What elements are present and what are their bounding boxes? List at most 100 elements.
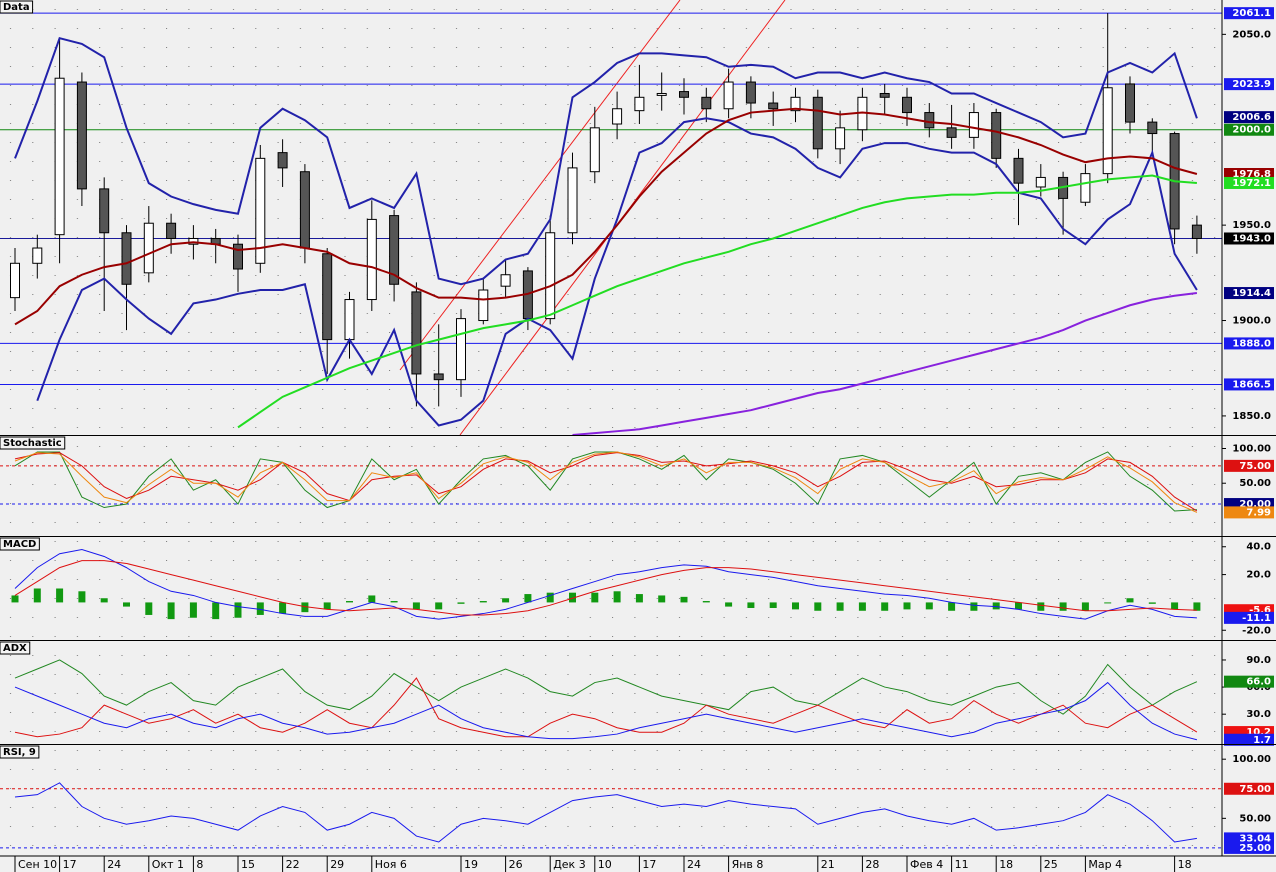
level-marker-label: 1972.1 <box>1232 178 1271 189</box>
histogram-bar <box>256 602 264 615</box>
level-marker-label: -11.1 <box>1242 613 1271 624</box>
histogram-bar <box>1171 602 1179 610</box>
histogram-bar <box>680 596 688 603</box>
candle-body <box>366 218 377 301</box>
histogram-bar <box>435 602 443 610</box>
x-tick-label: 21 <box>821 858 835 871</box>
level-marker-label: 66.0 <box>1246 677 1271 688</box>
level-marker <box>1224 841 1274 854</box>
x-tick-label: 18 <box>1178 858 1192 871</box>
x-tick-label: Окт 1 <box>152 858 184 871</box>
y-tick-label: 30.0 <box>1246 709 1271 720</box>
panel-title-box <box>0 0 34 14</box>
indicator-line <box>14 451 1197 512</box>
histogram-bar <box>346 601 353 603</box>
level-marker-label: 1.7 <box>1253 735 1271 746</box>
histogram-bar <box>100 598 108 603</box>
x-tick-label: 29 <box>330 858 344 871</box>
histogram-bar <box>1126 598 1134 603</box>
candle-body <box>54 77 65 236</box>
candle-body <box>10 262 20 299</box>
candle-body <box>745 81 756 104</box>
candle-body <box>902 96 912 114</box>
y-tick-label: 90.0 <box>1246 655 1271 666</box>
level-marker-label: 10.2 <box>1246 727 1271 738</box>
level-marker <box>1224 832 1274 845</box>
histogram-bar <box>635 594 643 603</box>
histogram-bar <box>903 602 911 610</box>
level-marker <box>1224 675 1274 688</box>
histogram-bar <box>1148 602 1156 604</box>
y-tick-label: 2050.0 <box>1232 29 1271 40</box>
level-marker-label: 75.00 <box>1239 784 1271 795</box>
histogram-bar <box>123 602 130 607</box>
candle-body <box>924 112 935 129</box>
indicator-line <box>14 107 1198 326</box>
x-tick-label: 15 <box>241 858 255 871</box>
histogram-bar <box>747 602 755 608</box>
indicator-line <box>14 782 1197 843</box>
candle-body <box>589 127 600 173</box>
candle-body <box>389 215 400 285</box>
x-tick-label: 17 <box>63 858 77 871</box>
panel-title: Data <box>3 2 30 13</box>
x-tick-label: 25 <box>1044 858 1058 871</box>
indicator-line <box>14 36 1198 286</box>
candle-body <box>121 232 132 285</box>
candle-body <box>634 96 645 112</box>
level-marker-label: 75.00 <box>1239 461 1271 472</box>
histogram-bar <box>881 602 889 611</box>
histogram-bar <box>212 602 220 620</box>
histogram-bar <box>167 602 175 620</box>
x-tick-label: 26 <box>509 858 523 871</box>
candle-body <box>1191 224 1202 239</box>
candle-body <box>1035 176 1046 188</box>
candle-body <box>322 253 333 341</box>
candle-body <box>545 232 556 320</box>
level-marker <box>1224 611 1274 624</box>
level-marker-label: 1943.0 <box>1232 233 1271 244</box>
panel-title-box <box>0 537 40 551</box>
indicator-line <box>14 549 1197 620</box>
panel <box>0 451 1222 513</box>
histogram-bar <box>457 602 465 604</box>
panel <box>14 659 1198 741</box>
candle-body <box>143 222 154 274</box>
histogram-bar <box>479 601 487 603</box>
panel-title-box <box>0 436 66 450</box>
level-marker <box>1224 287 1274 300</box>
level-marker-label: 1866.5 <box>1232 379 1271 390</box>
candle-body <box>411 291 422 375</box>
histogram-bar <box>769 602 777 608</box>
panel <box>0 12 1222 435</box>
histogram-bar <box>502 598 510 603</box>
indicator-line <box>36 117 1198 427</box>
histogram-bar <box>992 602 1000 610</box>
y-tick-label: 100.00 <box>1232 444 1271 455</box>
panel-title: RSI, 9 <box>3 747 36 758</box>
histogram-bar <box>591 592 599 603</box>
candle-body <box>277 152 288 169</box>
candle-body <box>790 96 801 112</box>
level-marker-label: 7.99 <box>1246 507 1271 518</box>
histogram-bar <box>1037 602 1045 611</box>
candle-body <box>768 102 779 110</box>
y-tick-label: 100.00 <box>1232 754 1271 765</box>
candle-body <box>567 167 578 234</box>
x-tick-label: 22 <box>286 858 300 871</box>
histogram-bar <box>546 592 554 603</box>
candle-body <box>478 289 489 322</box>
level-marker <box>1224 337 1274 350</box>
x-tick-label: 10 <box>598 858 612 871</box>
histogram-bar <box>78 591 86 603</box>
candle-body <box>99 188 110 234</box>
panel <box>11 549 1201 620</box>
candle-body <box>344 299 355 341</box>
level-marker <box>1224 378 1274 391</box>
candle-body <box>32 247 43 264</box>
histogram-bar <box>145 602 153 615</box>
level-marker <box>1224 506 1274 519</box>
y-tick-label: 50.00 <box>1239 813 1271 824</box>
panel-title-box <box>0 641 31 655</box>
histogram-bar <box>1104 602 1112 604</box>
